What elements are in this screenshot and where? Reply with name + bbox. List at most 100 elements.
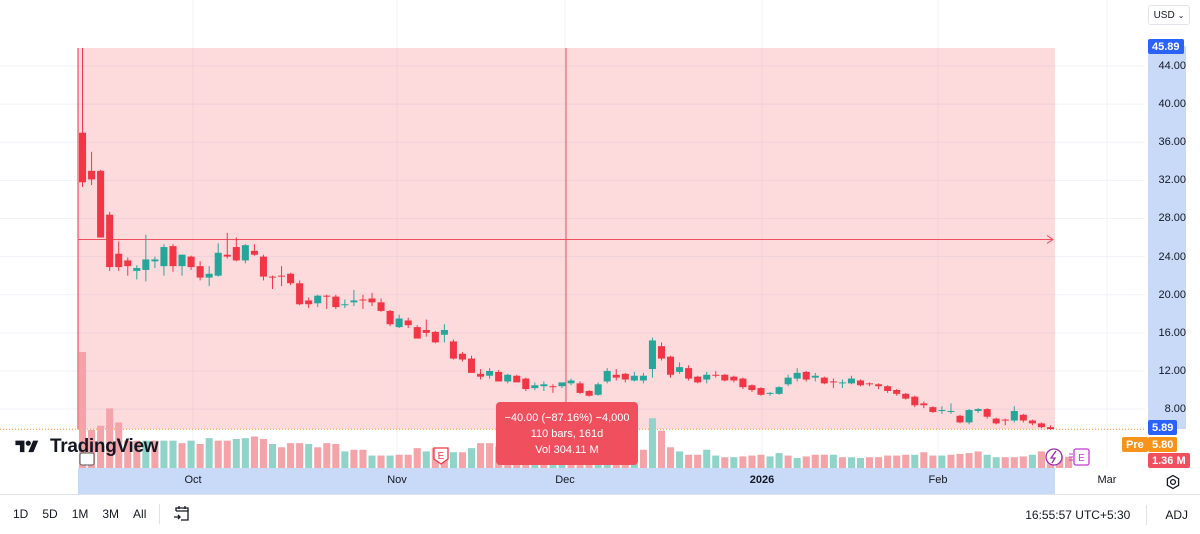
range-3m[interactable]: 3M xyxy=(102,507,120,521)
candle-body xyxy=(332,296,340,308)
candle-body xyxy=(440,329,448,335)
upcoming-earnings-icon[interactable]: E xyxy=(1069,448,1090,466)
range-all[interactable]: All xyxy=(133,507,147,521)
volume-bar xyxy=(232,439,240,468)
measurement-change: −40.00 (−87.16%) −4,000 xyxy=(504,411,630,424)
volume-bar xyxy=(323,443,331,468)
clock-timezone[interactable]: 16:55:57 UTC+5:30 xyxy=(1025,507,1131,522)
time-tick-label: Oct xyxy=(184,474,202,486)
volume-bar xyxy=(115,422,123,468)
candle-body xyxy=(268,276,277,278)
volume-bar xyxy=(676,451,684,468)
range-1m[interactable]: 1M xyxy=(71,507,89,521)
candle-body xyxy=(169,246,177,267)
volume-bar xyxy=(241,438,249,468)
volume-bar xyxy=(1028,454,1036,468)
volume-bar xyxy=(866,457,874,468)
volume-bar xyxy=(947,454,955,468)
candle-body xyxy=(314,295,322,304)
candle-body xyxy=(829,381,837,383)
candle-body xyxy=(784,377,792,385)
currency-selector[interactable]: USD ⌄ xyxy=(1148,5,1190,25)
candle-body xyxy=(576,383,584,393)
candle-body xyxy=(775,387,783,394)
candle-body xyxy=(341,304,349,306)
volume-bar xyxy=(965,453,973,468)
time-axis[interactable]: Oct Nov Dec 2026 Feb Mar xyxy=(0,468,1145,494)
volume-bar xyxy=(820,454,828,468)
volume-bar xyxy=(712,455,720,468)
volume-bar xyxy=(956,453,964,468)
lightning-event-icon[interactable] xyxy=(1045,448,1063,466)
chart-settings-button[interactable] xyxy=(1165,474,1181,495)
candle-body xyxy=(856,380,865,386)
range-1d[interactable]: 1D xyxy=(13,507,29,521)
volume-bar xyxy=(657,430,666,468)
candle-body xyxy=(241,245,249,261)
candle-body xyxy=(368,298,376,303)
volume-bar xyxy=(305,443,313,468)
volume-bar xyxy=(486,443,494,468)
candle-body xyxy=(296,283,304,305)
volume-bar xyxy=(458,452,466,468)
go-to-date-button[interactable] xyxy=(166,504,198,524)
candle-body xyxy=(748,385,756,391)
time-tick-label: Nov xyxy=(387,474,407,486)
volume-bar xyxy=(205,438,213,468)
candle-body xyxy=(938,410,946,412)
candle-body xyxy=(395,318,403,328)
tradingview-logo[interactable]: TradingView xyxy=(10,436,159,458)
candle-body xyxy=(477,373,485,377)
volume-bar xyxy=(169,440,177,468)
currency-label: USD xyxy=(1153,9,1175,21)
candle-body xyxy=(838,382,846,384)
volume-bar xyxy=(449,452,457,468)
volume-bar xyxy=(368,455,376,468)
volume-bar xyxy=(142,440,150,468)
volume-bar xyxy=(97,425,105,468)
volume-bar xyxy=(920,452,928,468)
candle-body xyxy=(920,403,928,406)
volume-bar xyxy=(648,418,656,468)
volume-bar xyxy=(78,352,87,468)
earnings-event-marker[interactable]: E xyxy=(433,447,449,465)
volume-bar xyxy=(395,454,403,468)
premarket-badge: Pre xyxy=(1122,437,1148,452)
candle-body xyxy=(603,370,611,382)
volume-bar xyxy=(893,455,901,468)
candle-body xyxy=(730,376,738,381)
candle-body xyxy=(875,384,883,387)
candle-body xyxy=(540,384,548,387)
volume-bar xyxy=(359,449,367,468)
tradingview-logo-text: TradingView xyxy=(50,436,159,457)
candle-body xyxy=(88,170,96,180)
price-tick-label: 40.00 xyxy=(1158,98,1186,111)
bottom-toolbar: 1D 5D 1M 3M All 16:55:57 UTC+5:30 ADJ xyxy=(0,494,1200,533)
volume-bar xyxy=(875,457,883,468)
candle-body xyxy=(350,300,358,303)
volume-bar xyxy=(838,457,846,468)
volume-bar xyxy=(341,451,349,468)
candle-body xyxy=(657,346,666,359)
candle-body xyxy=(78,132,87,183)
svg-text:E: E xyxy=(1078,453,1085,464)
candle-body xyxy=(305,300,313,305)
volume-bar xyxy=(250,436,258,468)
range-5d[interactable]: 5D xyxy=(42,507,58,521)
volume-bar xyxy=(847,457,855,468)
candle-body xyxy=(567,380,575,384)
candle-body xyxy=(974,409,982,411)
candle-body xyxy=(992,418,1000,424)
price-axis[interactable]: USD ⌄ 44.00 40.00 36.00 32.00 28.00 24.00 20.0… xyxy=(1145,0,1200,468)
volume-bar xyxy=(639,449,647,468)
measurement-bars: 110 bars, 161d xyxy=(530,427,604,440)
candle-body xyxy=(1028,420,1036,424)
volume-bar xyxy=(377,455,385,468)
measurement-volume: Vol 304.11 M xyxy=(535,443,599,456)
candle-body xyxy=(621,373,629,380)
candle-body xyxy=(196,266,204,278)
adjust-data-toggle[interactable]: ADJ xyxy=(1165,507,1188,522)
candle-body xyxy=(902,393,910,399)
